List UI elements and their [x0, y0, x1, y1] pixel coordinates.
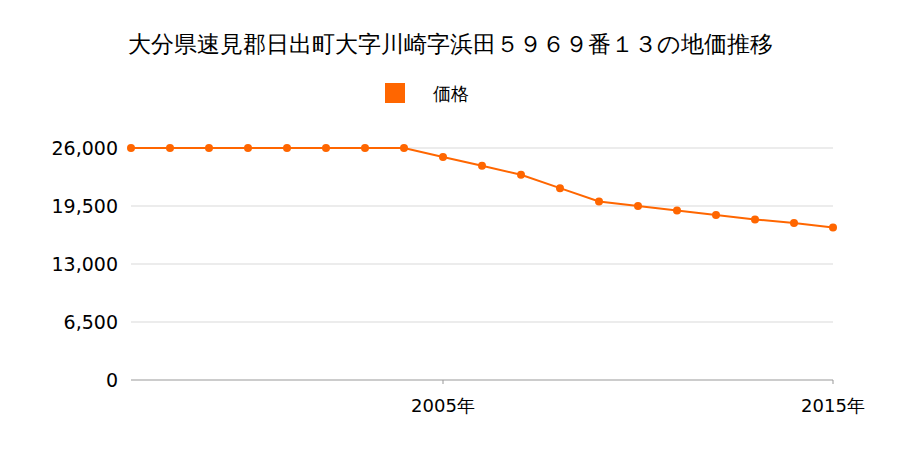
data-point	[205, 144, 213, 152]
legend-label: 価格	[433, 83, 469, 104]
data-point	[634, 202, 642, 210]
plot-area	[127, 144, 837, 231]
data-point	[439, 153, 447, 161]
legend-swatch	[385, 83, 405, 103]
data-point	[166, 144, 174, 152]
x-tick	[833, 380, 834, 384]
data-point	[283, 144, 291, 152]
data-point	[517, 171, 525, 179]
title: 大分県速見郡日出町大字川崎字浜田５９６９番１３の地価推移	[128, 31, 773, 57]
chart-container: 大分県速見郡日出町大字川崎字浜田５９６９番１３の地価推移価格 0 6,500 13,0…	[0, 0, 900, 450]
x-tick	[443, 380, 444, 384]
x-tick-label: 2015年	[801, 395, 865, 416]
data-point	[478, 162, 486, 170]
y-tick-label: 26,000	[52, 137, 118, 159]
series-line	[131, 148, 833, 227]
data-point	[244, 144, 252, 152]
y-tick-label: 13,000	[52, 253, 118, 275]
data-point	[127, 144, 135, 152]
y-tick-label: 0	[106, 369, 118, 391]
data-point	[595, 198, 603, 206]
data-point	[673, 206, 681, 214]
y-tick-label: 19,500	[52, 195, 118, 217]
grid-line	[131, 322, 833, 323]
grid-line	[131, 264, 833, 265]
x-axis-line	[131, 380, 833, 381]
data-point	[400, 144, 408, 152]
data-point	[790, 219, 798, 227]
data-point	[322, 144, 330, 152]
y-tick-label: 6,500	[64, 311, 118, 333]
x-tick-label: 2005年	[411, 395, 475, 416]
chart-svg: 大分県速見郡日出町大字川崎字浜田５９６９番１３の地価推移価格 0 6,500 13,0…	[0, 0, 900, 450]
data-point	[829, 223, 837, 231]
data-point	[556, 184, 564, 192]
data-point	[712, 211, 720, 219]
data-point	[361, 144, 369, 152]
grid-line	[131, 206, 833, 207]
data-point	[751, 215, 759, 223]
